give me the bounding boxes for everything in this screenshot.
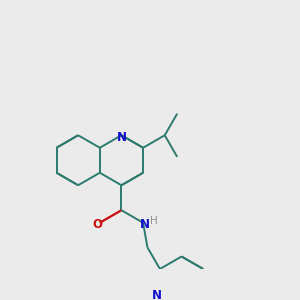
- Text: N: N: [116, 130, 126, 144]
- Text: N: N: [152, 289, 162, 300]
- Text: N: N: [140, 218, 150, 231]
- Text: O: O: [92, 218, 102, 231]
- Text: H: H: [150, 216, 158, 226]
